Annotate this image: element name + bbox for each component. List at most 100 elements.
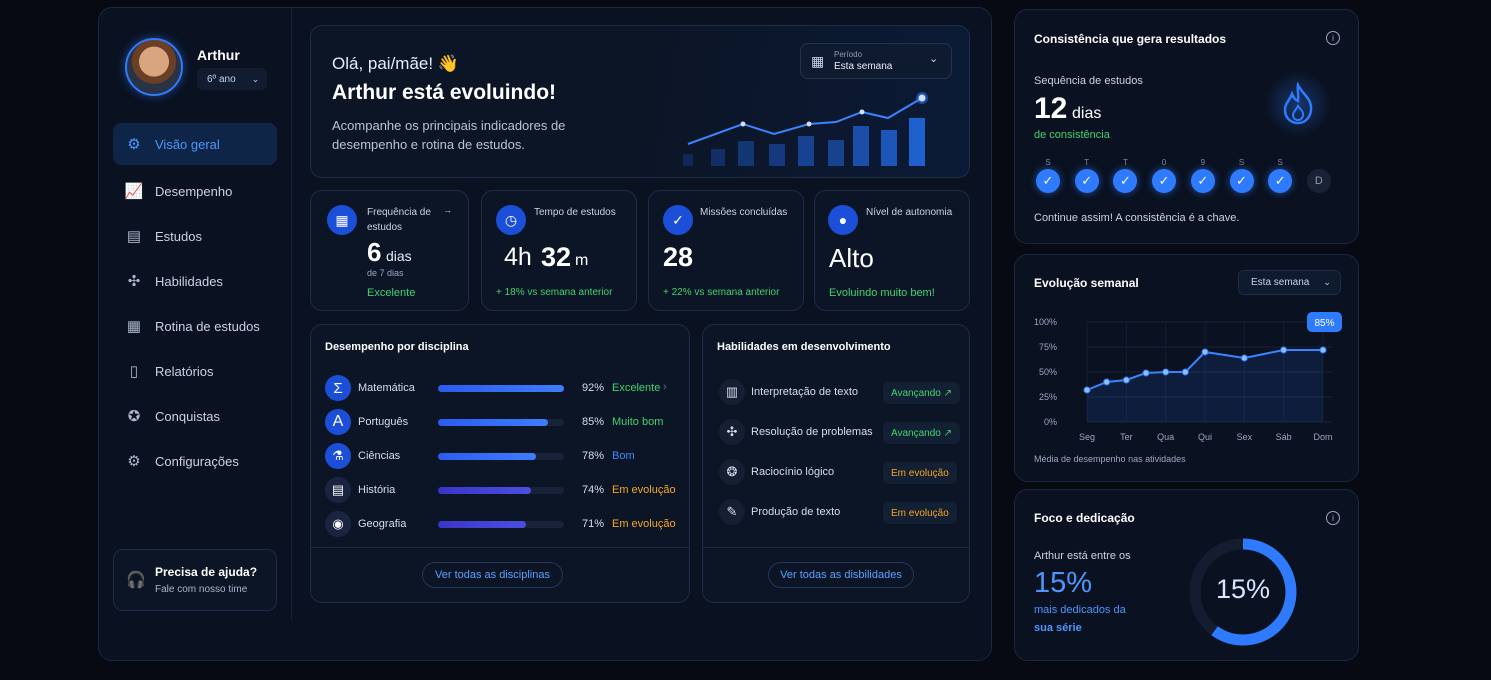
stat-footer: Evoluindo muito bem!	[829, 287, 935, 299]
sidebar-item-rotina[interactable]: ▦ Rotina de estudos	[113, 305, 277, 347]
streak-value: 12	[1034, 92, 1068, 125]
focus-title: Foco e dedicação	[1034, 511, 1135, 525]
data-point[interactable]	[1280, 346, 1288, 354]
subject-bar	[438, 385, 564, 392]
x-tick-label: Sáb	[1276, 432, 1292, 442]
sidebar-item-label: Conquistas	[155, 408, 221, 424]
subject-name: Português	[358, 416, 409, 428]
info-icon[interactable]: i	[1326, 511, 1340, 525]
sidebar-item-visao-geral[interactable]: ⚙ Visão geral	[113, 123, 277, 165]
streak-label: Sequência de estudos	[1034, 75, 1143, 87]
view-all-subjects-button[interactable]: Ver todas as disciplinas	[422, 562, 563, 588]
stat-title-2: estudos	[367, 222, 403, 233]
subject-bar	[438, 453, 564, 460]
stat-sub: de 7 dias	[367, 268, 404, 278]
sigma-icon: Σ	[325, 375, 351, 401]
weekly-line-chart: 0% 25% 50% 75% 100% Seg Ter Qua Qui Sex Sáb Dom 85%	[1034, 312, 1342, 442]
stat-card-missoes[interactable]: ✓ Missões concluídas 28 + 22% vs semana …	[648, 190, 804, 311]
day-label: 9	[1200, 158, 1206, 167]
hero-desc-1: Acompanhe os principais indicadores de	[332, 118, 566, 133]
grade-select[interactable]: 6º ano ⌄	[197, 68, 267, 90]
skill-status: Em evolução	[883, 502, 957, 524]
sidebar-item-conquistas[interactable]: ✪ Conquistas	[113, 395, 277, 437]
focus-value: 15%	[1034, 567, 1093, 599]
stat-card-autonomia[interactable]: ● Nível de autonomia Alto Evoluindo muit…	[814, 190, 970, 311]
data-point[interactable]	[1103, 378, 1111, 386]
chart-title: Evolução semanal	[1034, 276, 1139, 290]
subject-bar	[438, 521, 564, 528]
info-icon[interactable]: i	[1326, 31, 1340, 45]
skill-name: Interpretação de texto	[751, 386, 859, 398]
subject-bar	[438, 487, 564, 494]
subject-row[interactable]: ⚗ Ciências 78% Bom	[311, 441, 691, 469]
subjects-title: Desempenho por disciplina	[325, 341, 469, 353]
subject-name: História	[358, 484, 396, 496]
chevron-right-icon: ›	[663, 381, 667, 393]
gear-cog-icon: ⚙	[127, 136, 141, 153]
subject-row[interactable]: ◉ Geografia 71% Em evolução	[311, 509, 691, 537]
skill-row[interactable]: ✎ Produção de texto Em evolução	[703, 497, 971, 525]
view-all-skills-button[interactable]: Ver todas as disbilidades	[768, 562, 914, 588]
stat-card-frequencia[interactable]: ▦ Frequência de estudos → 6 dias de 7 di…	[310, 190, 469, 311]
document-icon: ▯	[129, 363, 139, 380]
subject-pct: 85%	[582, 416, 605, 428]
data-point[interactable]	[1142, 369, 1150, 377]
flame-svg	[1283, 82, 1313, 125]
sidebar-item-habilidades[interactable]: ✣ Habilidades	[113, 260, 277, 302]
data-point[interactable]	[1240, 354, 1248, 362]
x-tick-label: Dom	[1313, 432, 1332, 442]
data-point[interactable]	[1319, 346, 1327, 354]
skill-row[interactable]: ❂ Raciocínio lógico Em evolução	[703, 457, 971, 485]
divider	[703, 547, 969, 548]
focus-line1: Arthur está entre os	[1034, 550, 1131, 562]
subject-bar	[438, 419, 564, 426]
subject-row[interactable]: ▤ História 74% Em evolução	[311, 475, 691, 503]
sidebar-item-relatorios[interactable]: ▯ Relatórios	[113, 350, 277, 392]
sidebar-item-label: Configurações	[155, 453, 239, 469]
check-icon: ✓	[663, 205, 693, 235]
stat-title: Tempo de estudos	[534, 207, 616, 218]
subject-row[interactable]: A Português 85% Muito bom	[311, 407, 691, 435]
chart-period-select[interactable]: Esta semana ⌄	[1238, 270, 1341, 295]
puzzle-icon: ✣	[719, 419, 745, 445]
calendar-icon: ▦	[126, 318, 142, 335]
help-subtitle: Fale com nosso time	[155, 584, 248, 595]
x-tick-label: Qua	[1157, 432, 1174, 442]
subject-pct: 71%	[582, 518, 605, 530]
subject-status: Em evolução	[612, 484, 676, 496]
sidebar-item-estudos[interactable]: ▤ Estudos	[113, 215, 277, 257]
subject-row[interactable]: Σ Matemática 92% Excelente ›	[311, 373, 691, 401]
sidebar-item-desempenho[interactable]: 📈 Desempenho	[113, 170, 277, 212]
period-select[interactable]: ▦ Período Esta semana ⌄	[800, 43, 952, 79]
avatar[interactable]	[125, 38, 183, 96]
day-check-icon: ✓	[1152, 169, 1177, 193]
series-line	[1086, 349, 1323, 391]
sidebar-item-configuracoes[interactable]: ⚙ Configurações	[113, 440, 277, 482]
data-point[interactable]	[1162, 368, 1170, 376]
data-point[interactable]	[1083, 386, 1091, 394]
period-value: Esta semana	[834, 61, 893, 72]
data-point[interactable]	[1122, 376, 1130, 384]
letter-a-icon: A	[325, 409, 351, 435]
period-label: Período	[834, 50, 863, 59]
weekly-chart-card: Evolução semanal Esta semana ⌄ 0% 25% 50% 7…	[1014, 254, 1359, 482]
scroll-icon: ▤	[325, 477, 351, 503]
sidebar-item-label: Relatórios	[155, 363, 214, 379]
focus-ring-label: 15%	[1215, 574, 1271, 604]
data-point[interactable]	[1181, 368, 1189, 376]
help-card[interactable]: 🎧 Precisa de ajuda? Fale com nosso time	[113, 549, 277, 611]
flask-icon: ⚗	[325, 443, 351, 469]
stat-footer: + 18% vs semana anterior	[496, 287, 613, 298]
day-label: T	[1084, 158, 1090, 167]
stat-value-minutes: 32	[541, 242, 572, 272]
stat-value: 28	[663, 242, 694, 272]
stat-card-tempo[interactable]: ◷ Tempo de estudos 4h 32 m + 18% vs sema…	[481, 190, 637, 311]
subject-status: Em evolução	[612, 518, 676, 530]
y-tick-label: 25%	[1039, 392, 1057, 402]
y-tick-label: 100%	[1034, 317, 1057, 327]
data-point[interactable]	[1201, 348, 1209, 356]
skill-row[interactable]: ✣ Resolução de problemas Avançando ↗	[703, 417, 971, 445]
subject-status: Muito bom	[612, 416, 664, 428]
consistency-card: Consistência que gera resultados i Sequê…	[1014, 9, 1359, 244]
skill-row[interactable]: ▥ Interpretação de texto Avançando ↗	[703, 377, 971, 405]
